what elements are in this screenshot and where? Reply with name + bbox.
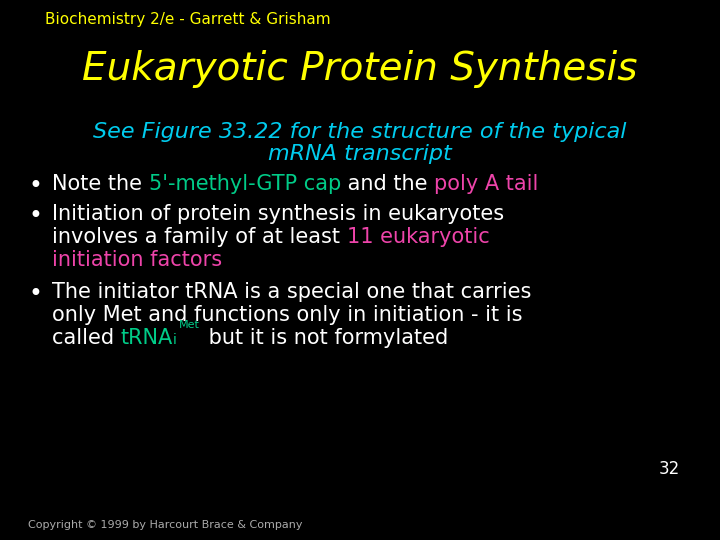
Text: Biochemistry 2/e - Garrett & Grisham: Biochemistry 2/e - Garrett & Grisham bbox=[45, 12, 330, 27]
Text: 32: 32 bbox=[659, 460, 680, 478]
Text: See Figure 33.22 for the structure of the typical: See Figure 33.22 for the structure of th… bbox=[94, 122, 626, 142]
Text: Copyright © 1999 by Harcourt Brace & Company: Copyright © 1999 by Harcourt Brace & Com… bbox=[28, 520, 302, 530]
Text: tRNA: tRNA bbox=[121, 328, 173, 348]
Text: •: • bbox=[28, 204, 42, 228]
Text: only Met and functions only in initiation - it is: only Met and functions only in initiatio… bbox=[52, 305, 523, 325]
Text: Note the: Note the bbox=[52, 174, 148, 194]
Text: •: • bbox=[28, 174, 42, 198]
Text: but it is not formylated: but it is not formylated bbox=[202, 328, 448, 348]
Text: initiation factors: initiation factors bbox=[52, 250, 222, 270]
Text: Initiation of protein synthesis in eukaryotes: Initiation of protein synthesis in eukar… bbox=[52, 204, 504, 224]
Text: i: i bbox=[173, 333, 177, 347]
Text: mRNA transcript: mRNA transcript bbox=[268, 144, 452, 164]
Text: poly A tail: poly A tail bbox=[434, 174, 539, 194]
Text: called: called bbox=[52, 328, 121, 348]
Text: and the: and the bbox=[341, 174, 434, 194]
Text: involves a family of at least: involves a family of at least bbox=[52, 227, 346, 247]
Text: The initiator tRNA is a special one that carries: The initiator tRNA is a special one that… bbox=[52, 282, 531, 302]
Text: •: • bbox=[28, 282, 42, 306]
Text: Met: Met bbox=[179, 320, 200, 330]
Text: Eukaryotic Protein Synthesis: Eukaryotic Protein Synthesis bbox=[82, 50, 638, 88]
Text: 11 eukaryotic: 11 eukaryotic bbox=[346, 227, 490, 247]
Text: 5'-methyl-GTP cap: 5'-methyl-GTP cap bbox=[148, 174, 341, 194]
